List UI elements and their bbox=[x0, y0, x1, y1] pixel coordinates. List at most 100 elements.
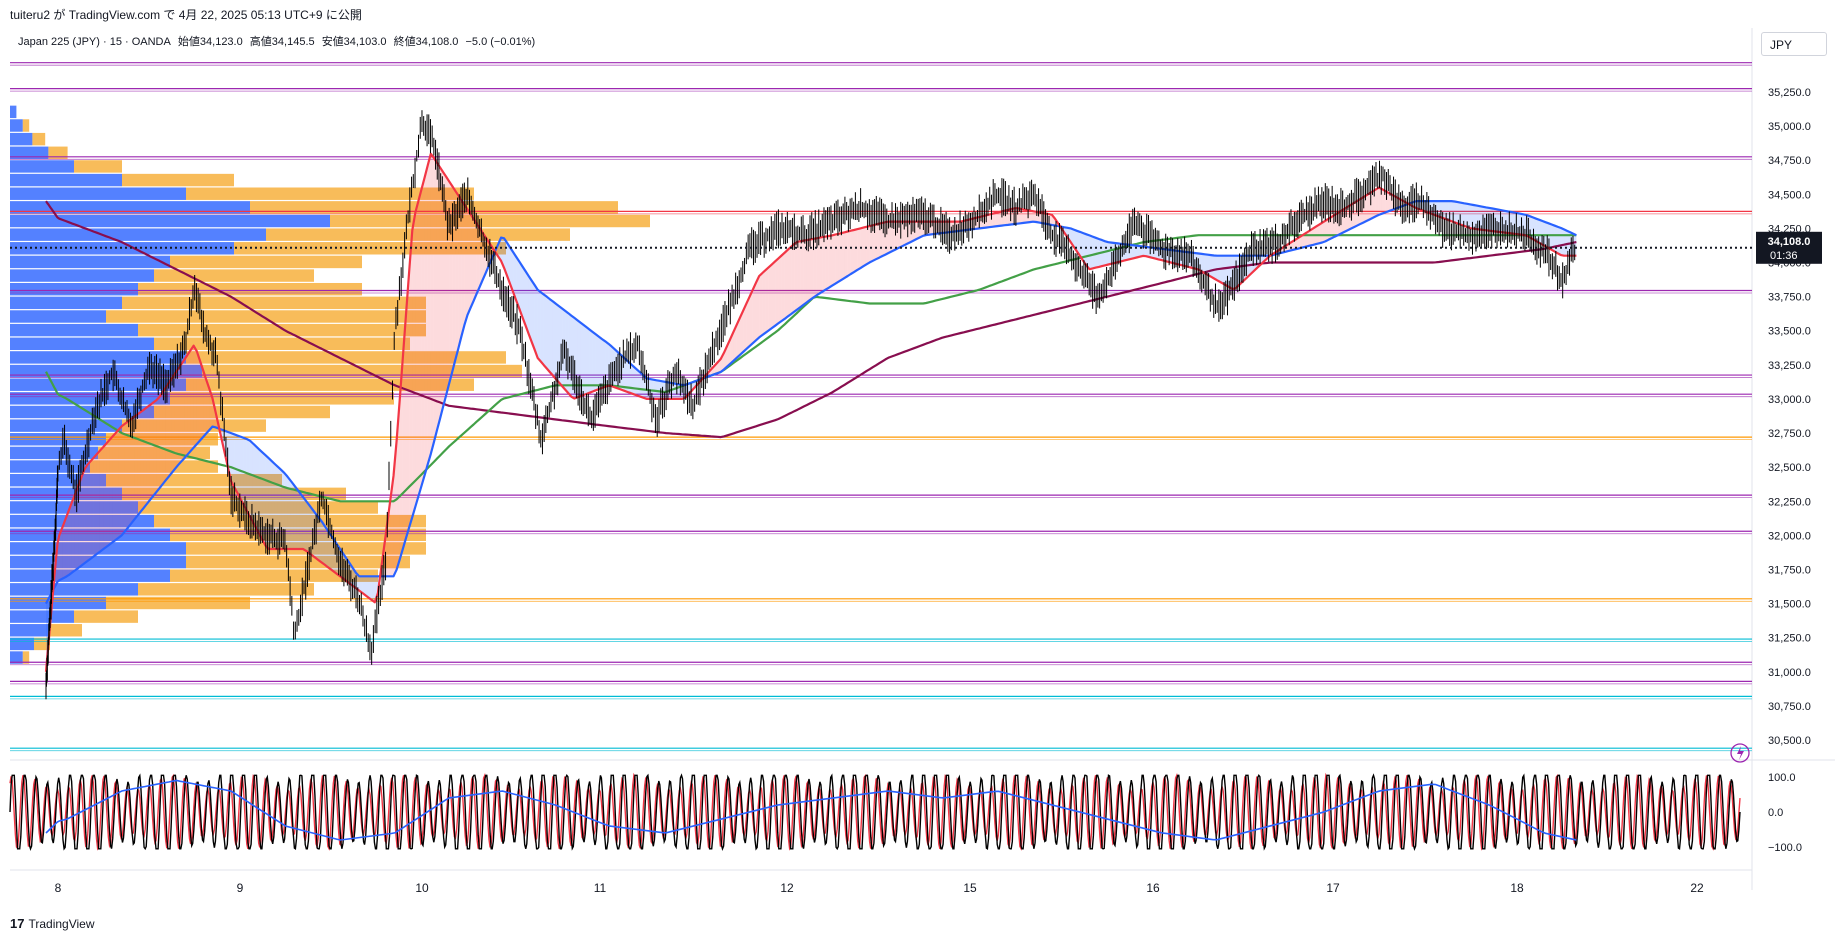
ohlc-low: 安値34,103.0 bbox=[321, 36, 387, 48]
ribbon-segment bbox=[765, 267, 769, 333]
ribbon-segment bbox=[103, 443, 107, 550]
ribbon-segment bbox=[458, 195, 462, 349]
ribbon-segment bbox=[624, 358, 628, 392]
stoch-slow-line bbox=[45, 779, 1577, 841]
ribbon-segment bbox=[1198, 253, 1202, 272]
ribbon-segment bbox=[662, 381, 667, 399]
ribbon-segment bbox=[1010, 208, 1015, 225]
ribbon-segment bbox=[259, 449, 263, 540]
price-tick-label: 31,000.0 bbox=[1768, 667, 1811, 679]
ribbon-segment bbox=[516, 257, 520, 309]
ribbon-segment bbox=[234, 434, 238, 493]
ribbon-segment bbox=[81, 469, 85, 566]
ribbon-segment bbox=[1473, 205, 1477, 230]
ribbon-segment bbox=[1300, 234, 1304, 248]
ribbon-segment bbox=[552, 301, 557, 380]
ribbon-segment bbox=[430, 153, 434, 454]
ribbon-segment bbox=[356, 572, 360, 591]
osc-tick-label: 100.0 bbox=[1768, 772, 1796, 784]
ribbon-segment bbox=[589, 329, 593, 393]
ribbon-segment bbox=[1076, 230, 1081, 257]
ribbon-segment bbox=[788, 246, 792, 317]
ribbon-segment bbox=[165, 383, 169, 481]
ribbon-segment bbox=[1146, 246, 1150, 258]
ribbon-segment bbox=[1142, 246, 1147, 257]
ribbon-segment bbox=[822, 236, 826, 292]
ribbon-segment bbox=[791, 243, 795, 314]
ribbon-segment bbox=[184, 355, 188, 459]
ribbon-segment bbox=[992, 213, 996, 227]
brand-name: TradingView bbox=[28, 916, 95, 931]
ribbon-segment bbox=[675, 383, 679, 399]
date-tick-label: 15 bbox=[963, 881, 977, 895]
ribbon-segment bbox=[196, 351, 200, 445]
vp-bar-blue bbox=[10, 228, 266, 241]
date-tick-label: 18 bbox=[1510, 881, 1524, 895]
ribbon-segment bbox=[1467, 203, 1471, 229]
currency-selector[interactable]: JPY bbox=[1761, 32, 1827, 56]
ribbon-segment bbox=[1385, 190, 1389, 213]
osc-tick-label: −100.0 bbox=[1768, 842, 1802, 854]
ribbon-segment bbox=[797, 241, 801, 310]
ribbon-segment bbox=[128, 419, 132, 528]
ribbon-segment bbox=[199, 360, 204, 441]
ribbon-segment bbox=[455, 190, 459, 361]
ribbon-segment bbox=[835, 233, 839, 284]
ribbon-segment bbox=[90, 457, 94, 559]
ribbon-segment bbox=[1105, 241, 1109, 266]
vp-bar-orange bbox=[170, 392, 394, 405]
price-axis[interactable]: 35,250.035,000.034,750.034,500.034,250.0… bbox=[1768, 87, 1811, 854]
vp-bar-blue bbox=[10, 569, 170, 582]
vp-bar-blue bbox=[10, 146, 49, 160]
time-axis[interactable]: 8 9 10 11 12 15 16 17 18 22 bbox=[55, 881, 1704, 895]
ribbon-segment bbox=[1560, 228, 1565, 256]
ribbon-segment bbox=[601, 338, 606, 389]
ribbon-segment bbox=[995, 212, 999, 227]
ribbon-segment bbox=[143, 407, 147, 508]
ribbon-segment bbox=[519, 261, 523, 318]
ribbon-segment bbox=[746, 296, 750, 350]
ribbon-segment bbox=[439, 167, 444, 419]
ribbon-segment bbox=[368, 576, 372, 600]
vp-bar-blue bbox=[10, 173, 122, 187]
ribbon-segment bbox=[1220, 255, 1224, 284]
ribbon-segment bbox=[65, 510, 69, 578]
ribbon-segment bbox=[1319, 222, 1323, 244]
ribbon-segment bbox=[1211, 255, 1215, 279]
vp-bar-blue bbox=[10, 555, 186, 569]
ribbon-segment bbox=[531, 280, 535, 350]
ribbon-segment bbox=[121, 423, 125, 536]
ribbon-segment bbox=[778, 255, 782, 324]
ribbon-segment bbox=[302, 496, 307, 551]
ribbon-segment bbox=[68, 502, 72, 576]
ribbon-segment bbox=[1530, 216, 1534, 240]
vp-bar-orange bbox=[122, 487, 346, 501]
ribbon-segment bbox=[998, 211, 1002, 227]
ribbon-segment bbox=[159, 392, 163, 489]
ribbon-segment bbox=[1445, 201, 1449, 220]
ribbon-segment bbox=[866, 226, 870, 265]
ribbon-segment bbox=[1366, 193, 1370, 222]
ribbon-segment bbox=[650, 379, 654, 399]
vp-bar-blue bbox=[10, 310, 106, 323]
ribbon-segment bbox=[443, 171, 447, 408]
ribbon-segment bbox=[140, 409, 144, 512]
ribbon-segment bbox=[819, 237, 823, 294]
ribbon-segment bbox=[872, 224, 876, 261]
ribbon-segment bbox=[59, 527, 63, 581]
ribbon-segment bbox=[857, 228, 861, 271]
ribbon-segment bbox=[979, 216, 983, 229]
ribbon-segment bbox=[1554, 225, 1558, 254]
ribbon-segment bbox=[473, 218, 477, 301]
ribbon-segment bbox=[436, 162, 440, 431]
vp-bar-blue bbox=[10, 132, 33, 146]
ribbon-segment bbox=[875, 223, 880, 260]
ribbon-segment bbox=[156, 397, 160, 493]
ribbon-segment bbox=[1080, 231, 1084, 261]
ribbon-segment bbox=[359, 576, 363, 593]
ribbon-segment bbox=[598, 336, 602, 390]
alert-icon[interactable] bbox=[1730, 743, 1750, 763]
ribbon-segment bbox=[568, 313, 572, 397]
ribbon-segment bbox=[237, 435, 241, 499]
